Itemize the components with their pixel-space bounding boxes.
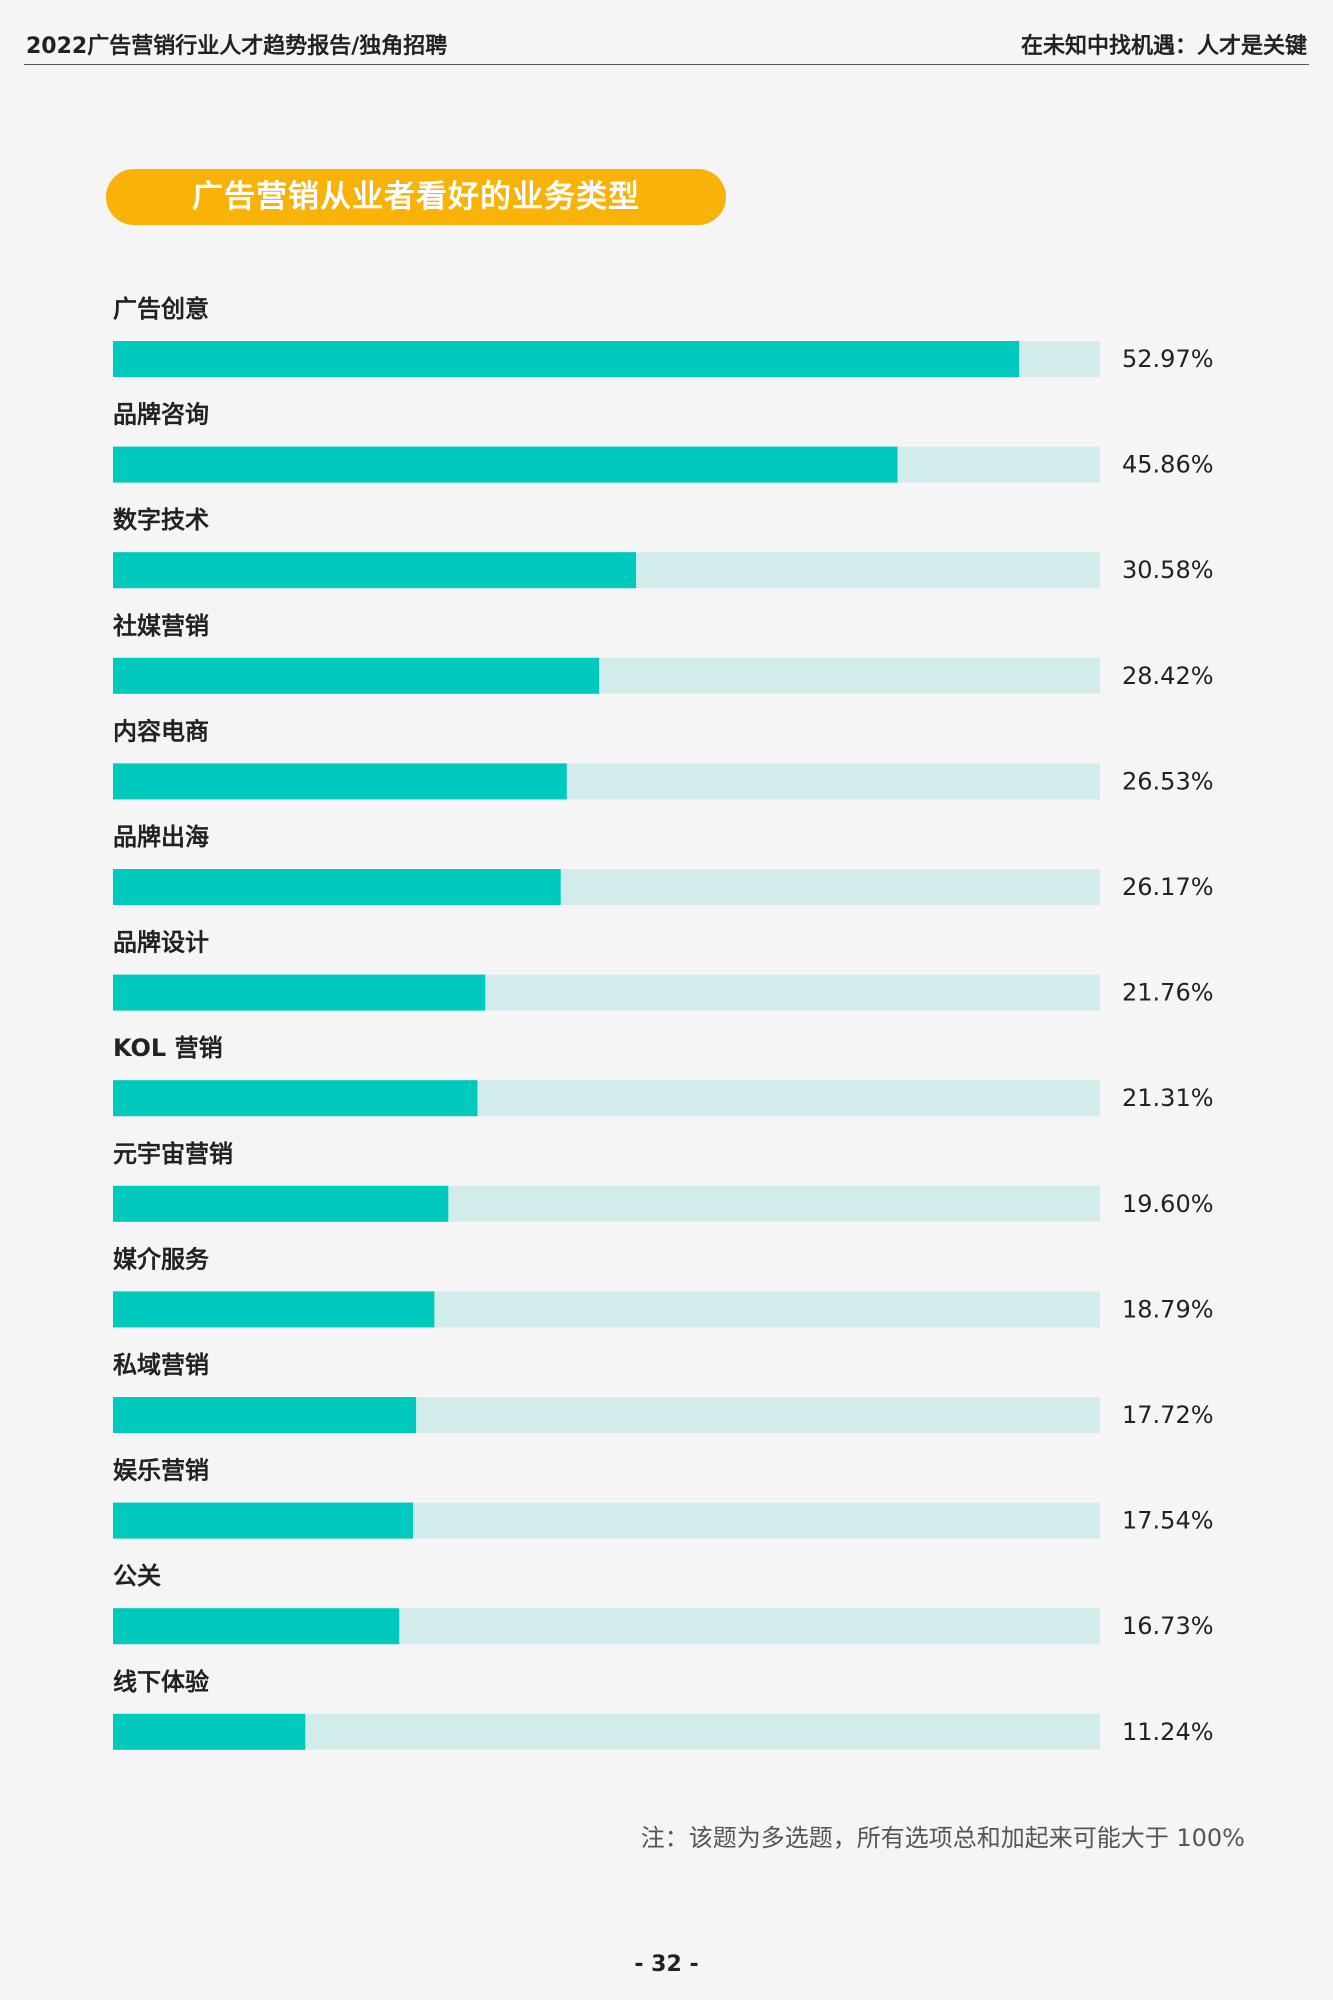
value-label: 45.86% xyxy=(1122,451,1214,479)
category-label: 社媒营销 xyxy=(113,612,209,640)
footnote: 注：该题为多选题，所有选项总和加起来可能大于 100% xyxy=(640,1824,1245,1852)
chart-title: 广告营销从业者看好的业务类型 xyxy=(106,169,726,225)
value-label: 19.60% xyxy=(1122,1190,1214,1218)
value-label: 28.42% xyxy=(1122,662,1214,690)
bar xyxy=(113,869,561,905)
value-label: 26.53% xyxy=(1122,767,1214,795)
bar xyxy=(113,763,567,800)
page-header: 2022广告营销行业人才趋势报告/独角招聘 在未知中找机遇：人才是关键 xyxy=(24,24,1309,65)
bar xyxy=(113,974,486,1011)
category-label: 公关 xyxy=(113,1562,161,1590)
category-label: 品牌设计 xyxy=(113,929,209,957)
category-label: 数字技术 xyxy=(113,506,209,534)
value-label: 21.31% xyxy=(1122,1084,1214,1112)
value-label: 16.73% xyxy=(1122,1612,1214,1640)
bar xyxy=(113,1397,417,1433)
category-label: 广告创意 xyxy=(113,295,209,323)
bar-chart: 广告创意 52.97% 品牌咨询 45.86% 数字技术 30.58% 社媒营销 28.42%… xyxy=(113,295,1214,1750)
category-label: 内容电商 xyxy=(113,717,209,745)
bar xyxy=(113,1608,400,1645)
value-label: 17.72% xyxy=(1122,1401,1214,1429)
bar xyxy=(113,1291,435,1328)
category-label: 元宇宙营销 xyxy=(113,1140,233,1168)
bar xyxy=(113,446,898,483)
value-label: 18.79% xyxy=(1122,1295,1214,1323)
bar xyxy=(113,1713,306,1750)
report-tagline: 在未知中找机遇：人才是关键 xyxy=(1020,34,1307,59)
report-title: 2022广告营销行业人才趋势报告/独角招聘 xyxy=(26,34,448,59)
category-label: 品牌出海 xyxy=(113,823,209,851)
category-label: 品牌咨询 xyxy=(113,401,209,429)
value-label: 17.54% xyxy=(1122,1507,1214,1535)
value-label: 30.58% xyxy=(1122,556,1214,584)
bar xyxy=(113,1080,478,1117)
category-label: 媒介服务 xyxy=(113,1245,210,1273)
bar xyxy=(113,657,600,694)
bar xyxy=(113,552,637,589)
bar xyxy=(113,1502,413,1539)
bar xyxy=(113,1185,449,1222)
category-label: 私域营销 xyxy=(113,1351,209,1379)
category-label: KOL 营销 xyxy=(113,1034,223,1062)
category-label: 娱乐营销 xyxy=(113,1457,209,1485)
value-label: 26.17% xyxy=(1122,873,1214,901)
value-label: 21.76% xyxy=(1122,979,1214,1007)
value-label: 52.97% xyxy=(1122,345,1214,373)
category-label: 线下体验 xyxy=(113,1668,209,1696)
value-label: 11.24% xyxy=(1122,1718,1214,1746)
page-number: - 32 - xyxy=(634,1952,699,1977)
bar xyxy=(113,341,1020,377)
